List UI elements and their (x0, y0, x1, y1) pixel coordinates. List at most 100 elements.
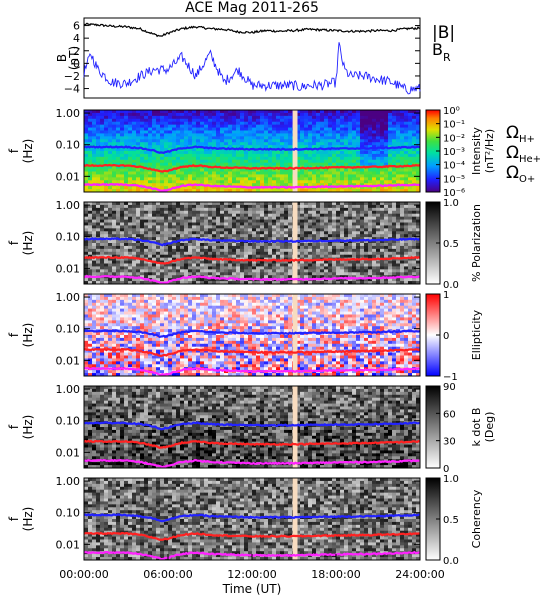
spectrogram-cell (340, 216, 345, 220)
spectrogram-cell (216, 159, 221, 164)
spectrogram-cell (176, 272, 181, 276)
spectrogram-cell (264, 153, 269, 158)
spectrogram-cell (372, 127, 377, 131)
spectrogram-cell (224, 189, 229, 193)
spectrogram-cell (212, 183, 217, 187)
spectrogram-cell (204, 171, 209, 175)
spectrogram-cell (352, 183, 357, 187)
spectrogram-cell (280, 219, 285, 223)
spectrogram-cell (128, 263, 133, 267)
spectrogram-cell (408, 278, 413, 282)
spectrogram-cell (352, 112, 357, 117)
spectrogram-cell (384, 266, 389, 270)
spectrogram-cell (88, 171, 93, 175)
spectrogram-cell (132, 213, 137, 218)
spectrogram-cell (260, 234, 265, 238)
spectrogram-cell (272, 124, 277, 128)
b-panel-yunit-text: (nT) (67, 46, 81, 70)
spectrogram-cell (180, 174, 185, 178)
spectrogram-cell (268, 237, 273, 241)
spectrogram-cell (244, 180, 249, 184)
spectrogram-cell (252, 145, 257, 149)
spectrogram-cell (96, 171, 101, 175)
spectrogram-cell (116, 294, 121, 298)
spectrogram-cell (368, 219, 373, 223)
spectrogram-cell (104, 127, 109, 131)
spectrogram-cell (216, 269, 221, 273)
spectrogram-cell (100, 272, 105, 276)
spectrogram-cell (128, 174, 133, 178)
spectrogram-cell (332, 130, 337, 134)
spectrogram-cell (380, 281, 385, 285)
spectrogram-cell (272, 222, 277, 226)
spectrogram-cell (232, 142, 237, 146)
spectrogram-cell (340, 245, 345, 250)
spectrogram-cell (416, 189, 421, 193)
spectrogram-cell (220, 159, 225, 164)
spectrogram-cell (400, 296, 405, 301)
spectrogram-cell (84, 121, 89, 126)
spectrogram-cell (196, 162, 201, 167)
spectrogram-cell (380, 156, 385, 161)
spectrogram-cell (176, 118, 181, 123)
spectrogram-cell (228, 168, 233, 172)
spectrogram-cell (220, 148, 225, 152)
spectrogram-cell (140, 110, 145, 114)
spectrogram-cell (312, 183, 317, 187)
spectrogram-cell (220, 272, 225, 276)
spectrogram-cell (252, 248, 257, 253)
spectrogram-cell (392, 124, 397, 128)
spectrogram-cell (416, 234, 421, 238)
spectrogram-cell (396, 266, 401, 270)
spectrogram-cell (112, 248, 117, 253)
spectrogram-cell (156, 263, 161, 267)
spectrogram-cell (384, 243, 389, 247)
spectrogram-cell (208, 153, 213, 158)
spectrogram-cell (288, 168, 293, 172)
spectrogram-cell (92, 228, 97, 232)
freq-tick-label: 0.10 (56, 231, 81, 244)
spectrogram-cell (84, 177, 89, 181)
spectrogram-cell (328, 156, 333, 161)
spectrogram-cell (396, 153, 401, 158)
spectrogram-cell (396, 254, 401, 259)
spectrogram-cell (136, 171, 141, 175)
spectrogram-cell (232, 168, 237, 172)
spectrogram-cell (200, 112, 205, 117)
spectrogram-cell (196, 186, 201, 190)
spectrogram-cell (168, 240, 173, 244)
spectrogram-cell (344, 115, 349, 120)
spectrogram-cell (336, 189, 341, 193)
spectrogram-cell (232, 294, 237, 298)
spectrogram-cell (212, 219, 217, 223)
spectrogram-cell (256, 159, 261, 164)
spectrogram-cell (88, 118, 93, 123)
spectrogram-cell (132, 228, 137, 232)
spectrogram-cell (144, 151, 149, 155)
spectrogram-cell (216, 121, 221, 126)
spectrogram-cell (252, 210, 257, 215)
spectrogram-cell (360, 275, 365, 279)
spectrogram-cell (416, 142, 421, 146)
spectrogram-cell (108, 189, 113, 193)
spectrogram-cell (364, 275, 369, 279)
spectrogram-cell (412, 245, 417, 250)
spectrogram-cell (196, 151, 201, 155)
spectrogram-cell (352, 177, 357, 181)
b-tick-label: 4 (73, 32, 80, 45)
spectrogram-cell (188, 234, 193, 238)
spectrogram-cell (256, 248, 261, 253)
spectrogram-cell (180, 124, 185, 128)
spectrogram-cell (120, 260, 125, 264)
spectrogram-cell (260, 219, 265, 223)
spectrogram-cell (380, 142, 385, 146)
spectrogram-cell (96, 254, 101, 259)
spectrogram-cell (184, 213, 189, 218)
spectrogram-cell (364, 177, 369, 181)
spectrogram-cell (208, 127, 213, 131)
spectrogram-cell (372, 245, 377, 250)
spectrogram-cell (116, 219, 121, 223)
spectrogram-cell (152, 257, 157, 261)
spectrogram-cell (96, 177, 101, 181)
spectrogram-cell (168, 204, 173, 209)
